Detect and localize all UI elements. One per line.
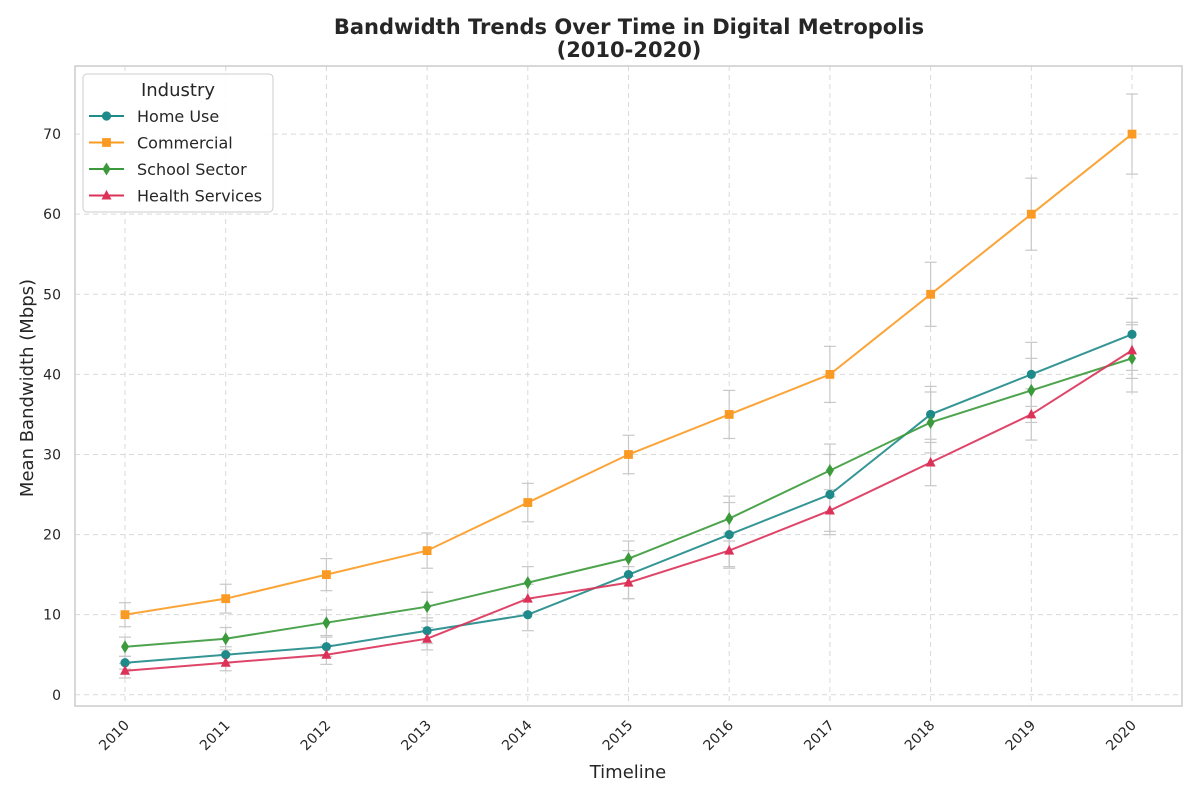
home-use-point [1026, 369, 1036, 379]
y-tick-label: 30 [43, 447, 61, 463]
health-services-point [120, 665, 130, 675]
legend-items: Home Use Commercial School Sector Health Se… [89, 107, 262, 206]
x-tick-labels: 2010 2011 2012 2013 2014 2015 2016 2017 2018 2019… [96, 717, 1140, 754]
home-use-point [926, 409, 936, 420]
y-tick-label: 70 [43, 127, 61, 143]
legend-swatch-marker [101, 111, 112, 121]
health-services-point [824, 504, 835, 515]
y-tick-label: 0 [52, 688, 61, 704]
health-services-point [925, 456, 936, 467]
chart-title-line2: (2010-2020) [557, 38, 702, 62]
school-sector-point [523, 576, 532, 590]
home-use-point [825, 489, 835, 500]
series-markers [120, 129, 1137, 675]
school-sector-point [221, 632, 230, 646]
health-services-point [623, 577, 634, 587]
school-sector-point [725, 512, 734, 526]
commercial-point [322, 570, 331, 580]
commercial-point [221, 594, 231, 604]
health-services-point [724, 545, 735, 555]
x-tick-label: 2020 [1103, 718, 1140, 755]
health-services-point [422, 633, 433, 643]
x-tick-label: 2010 [96, 718, 133, 755]
legend-label: School Sector [137, 160, 247, 179]
school-sector-point [1027, 383, 1036, 397]
home-use-point [523, 610, 533, 620]
home-use-point [623, 570, 634, 580]
legend-swatch-marker [101, 189, 112, 200]
legend-swatch-marker [102, 162, 111, 176]
y-tick-label: 50 [43, 287, 61, 303]
commercial-point [825, 369, 835, 379]
health-services-point [1026, 408, 1037, 419]
legend-item-home-use: Home Use [89, 107, 219, 126]
school-sector-point [1128, 351, 1136, 365]
school-sector-point [624, 552, 633, 566]
legend-label: Home Use [137, 107, 219, 126]
chart-title-line1: Bandwidth Trends Over Time in Digital Me… [334, 15, 924, 39]
legend-item-health-services: Health Services [89, 187, 262, 206]
y-tick-label: 60 [43, 207, 61, 223]
home-use-point [321, 642, 331, 652]
x-tick-label: 2016 [701, 717, 738, 754]
home-use-point [1127, 329, 1137, 339]
legend-label: Commercial [137, 134, 233, 153]
legend-title: Industry [141, 80, 215, 101]
commercial-point [724, 410, 734, 419]
school-sector-point [825, 464, 834, 478]
legend-item-commercial: Commercial [89, 134, 233, 153]
x-tick-label: 2015 [600, 718, 637, 755]
commercial-point [926, 289, 935, 299]
school-sector-point [423, 600, 432, 614]
plot-frame [74, 65, 1183, 707]
commercial-point [120, 610, 130, 620]
commercial-point [624, 450, 633, 459]
home-use-point [422, 626, 432, 636]
legend-box [82, 73, 274, 213]
legend: Industry Home Use Commercial School Sector… [82, 73, 274, 213]
x-tick-label: 2012 [298, 718, 335, 755]
y-tick-labels: 0 10 20 30 40 50 60 70 [43, 127, 61, 704]
x-tick-label: 2017 [801, 718, 838, 755]
home-use-point [120, 658, 130, 668]
legend-label: Health Services [137, 187, 262, 206]
home-use-point [221, 650, 231, 660]
y-tick-label: 40 [43, 367, 61, 383]
y-axis-label: Mean Bandwidth (Mbps) [17, 279, 38, 497]
x-tick-label: 2011 [197, 718, 234, 755]
health-services-point [522, 593, 533, 603]
x-tick-label: 2014 [499, 717, 536, 754]
commercial-point [523, 498, 533, 507]
y-tick-label: 20 [43, 528, 61, 544]
school-sector-point [926, 415, 935, 429]
commercial-point [422, 546, 432, 556]
school-sector-point [322, 616, 331, 630]
health-services-point [321, 649, 332, 659]
school-sector-point [121, 640, 129, 654]
health-services-point [220, 657, 231, 667]
commercial-point [1127, 129, 1137, 139]
x-axis-label: Timeline [589, 762, 667, 783]
x-tick-label: 2019 [1003, 718, 1040, 755]
x-tick-label: 2013 [398, 718, 435, 755]
legend-item-school-sector: School Sector [89, 160, 247, 179]
y-tick-label: 10 [43, 608, 61, 624]
home-use-point [724, 529, 734, 540]
legend-swatch-marker [102, 138, 111, 147]
commercial-point [1026, 209, 1036, 219]
x-tick-label: 2018 [902, 718, 939, 755]
health-services-point [1127, 344, 1137, 355]
